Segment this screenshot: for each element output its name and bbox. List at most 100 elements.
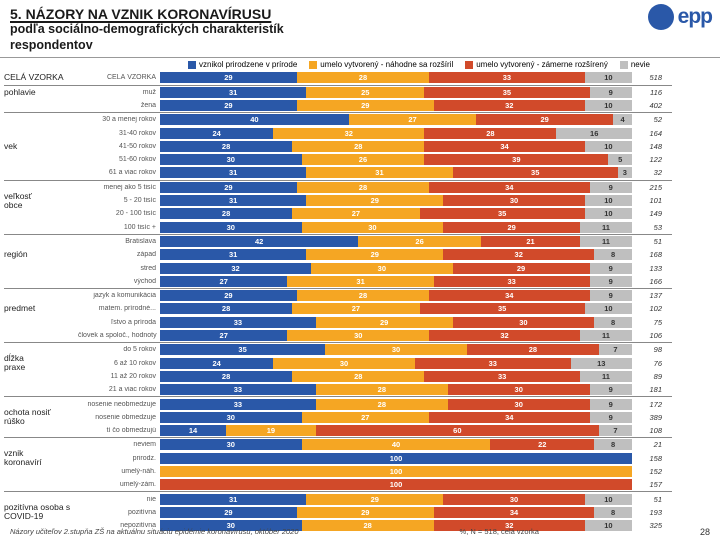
bar-segment: 10 — [585, 208, 632, 219]
chart-row: Bratislava4226211151 — [0, 235, 720, 248]
n-value: 52 — [632, 115, 668, 124]
footer-source: Názory učiteľov 2.stupňa ZŠ na aktuálnu … — [10, 527, 299, 537]
chart-row: vznik koronavíríprirodz.100158 — [0, 452, 720, 465]
chart-row: menej ako 5 tisíc2928349215 — [0, 181, 720, 194]
bar-track: 2929348 — [160, 507, 632, 518]
bar-segment: 29 — [297, 100, 434, 111]
chart-row: 30 a menej rokov402729452 — [0, 113, 720, 126]
bar-segment: 11 — [580, 222, 632, 233]
chart-row: východ2731339166 — [0, 275, 720, 288]
bar-segment: 31 — [160, 494, 306, 505]
row-label: Bratislava — [0, 238, 160, 245]
n-value: 157 — [632, 480, 668, 489]
bar-track: 28283311 — [160, 371, 632, 382]
n-value: 108 — [632, 426, 668, 435]
chart-row: 21 a viac rokov3328309181 — [0, 383, 720, 396]
row-label: 31-40 rokov — [0, 130, 160, 137]
bar-track: 29293210 — [160, 100, 632, 111]
bar-segment: 31 — [287, 276, 433, 287]
bar-segment: 29 — [160, 290, 297, 301]
bar-segment: 28 — [467, 344, 599, 355]
bar-segment: 33 — [434, 276, 590, 287]
n-value: 168 — [632, 250, 668, 259]
bar-track: 31293010 — [160, 195, 632, 206]
bar-segment: 9 — [590, 384, 632, 395]
page-title: 5. NÁZORY NA VZNIK KORONAVÍRUSU — [10, 6, 710, 22]
chart-row: CELÁ VZORKACELÁ VZORKA29283310518 — [0, 71, 720, 84]
chart-row: nosenie neobmedzuje3328309172 — [0, 397, 720, 410]
legend-label: vznikol prirodzene v prírode — [199, 60, 297, 69]
row-label: ľstvo a príroda — [0, 319, 160, 326]
n-value: 389 — [632, 413, 668, 422]
bar-segment: 33 — [160, 317, 316, 328]
footer: Názory učiteľov 2.stupňa ZŠ na aktuálnu … — [0, 527, 720, 537]
bar-track: 100 — [160, 453, 632, 464]
row-label: žena — [0, 102, 160, 109]
chart-row: vek41-50 rokov28283410148 — [0, 140, 720, 153]
n-value: 51 — [632, 237, 668, 246]
row-label: 11 až 20 rokov — [0, 373, 160, 380]
bar-segment: 32 — [434, 100, 585, 111]
logo-text: epp — [678, 5, 712, 29]
bar-segment: 28 — [160, 208, 292, 219]
bar-segment: 27 — [292, 208, 419, 219]
bar-track: 3129328 — [160, 249, 632, 260]
chart-row: ľstvo a príroda332930875 — [0, 316, 720, 329]
row-label: umelý-zám. — [0, 481, 160, 488]
group-label: pohlavie — [4, 88, 76, 97]
legend-swatch — [188, 61, 196, 69]
bar-track: 3131353 — [160, 167, 632, 178]
bar-segment: 32 — [160, 263, 311, 274]
bar-segment: 11 — [580, 236, 632, 247]
row-label: neviem — [0, 441, 160, 448]
bar-segment: 29 — [160, 72, 297, 83]
header: 5. NÁZORY NA VZNIK KORONAVÍRUSU podľa so… — [0, 0, 720, 58]
bar-segment: 31 — [306, 167, 452, 178]
chart-row: regiónzápad3129328168 — [0, 248, 720, 261]
n-value: 76 — [632, 359, 668, 368]
bar-segment: 29 — [306, 249, 443, 260]
chart-row: do 5 rokov353028798 — [0, 343, 720, 356]
bar-segment: 32 — [273, 128, 424, 139]
bar-segment: 26 — [302, 154, 425, 165]
bar-segment: 28 — [297, 290, 429, 301]
chart-row: pozitívna osoba s COVID-19pozitívna29293… — [0, 506, 720, 519]
bar-segment: 29 — [160, 507, 297, 518]
bar-track: 24322816 — [160, 128, 632, 139]
legend-swatch — [620, 61, 628, 69]
row-label: 21 a viac rokov — [0, 386, 160, 393]
bar-track: 3530287 — [160, 344, 632, 355]
chart-row: 20 - 100 tisíc28273510149 — [0, 207, 720, 220]
bar-segment: 30 — [160, 439, 302, 450]
bar-segment: 14 — [160, 425, 226, 436]
bar-segment: 32 — [443, 249, 594, 260]
chart-row: 61 a viac rokov313135332 — [0, 166, 720, 179]
bar-segment: 40 — [302, 439, 491, 450]
bar-track: 3230299 — [160, 263, 632, 274]
bar-segment: 30 — [325, 344, 467, 355]
chart-row: umelý-náh.100152 — [0, 465, 720, 478]
legend-swatch — [465, 61, 473, 69]
bar-segment: 29 — [476, 114, 613, 125]
bar-segment: 30 — [302, 222, 444, 233]
bar-segment: 35 — [420, 208, 585, 219]
chart-row: neviem304022821 — [0, 438, 720, 451]
bar-segment: 26 — [358, 236, 481, 247]
n-value: 21 — [632, 440, 668, 449]
bar-segment: 30 — [443, 494, 585, 505]
bar-segment: 29 — [453, 263, 590, 274]
legend-swatch — [309, 61, 317, 69]
n-value: 101 — [632, 196, 668, 205]
chart-row: 11 až 20 rokov2828331189 — [0, 370, 720, 383]
bar-segment: 40 — [160, 114, 349, 125]
bar-segment: 28 — [297, 72, 429, 83]
bar-segment: 28 — [292, 141, 424, 152]
bar-segment: 42 — [160, 236, 358, 247]
row-label: 30 a menej rokov — [0, 116, 160, 123]
chart-row: nie3129301051 — [0, 492, 720, 505]
row-label: do 5 rokov — [0, 346, 160, 353]
bar-segment: 10 — [585, 100, 632, 111]
bar-segment: 34 — [429, 412, 589, 423]
legend-label: umelo vytvorený - náhodne sa rozšíril — [320, 60, 453, 69]
footer-nlabel: %, N = 518, celá vzorka — [460, 527, 539, 537]
